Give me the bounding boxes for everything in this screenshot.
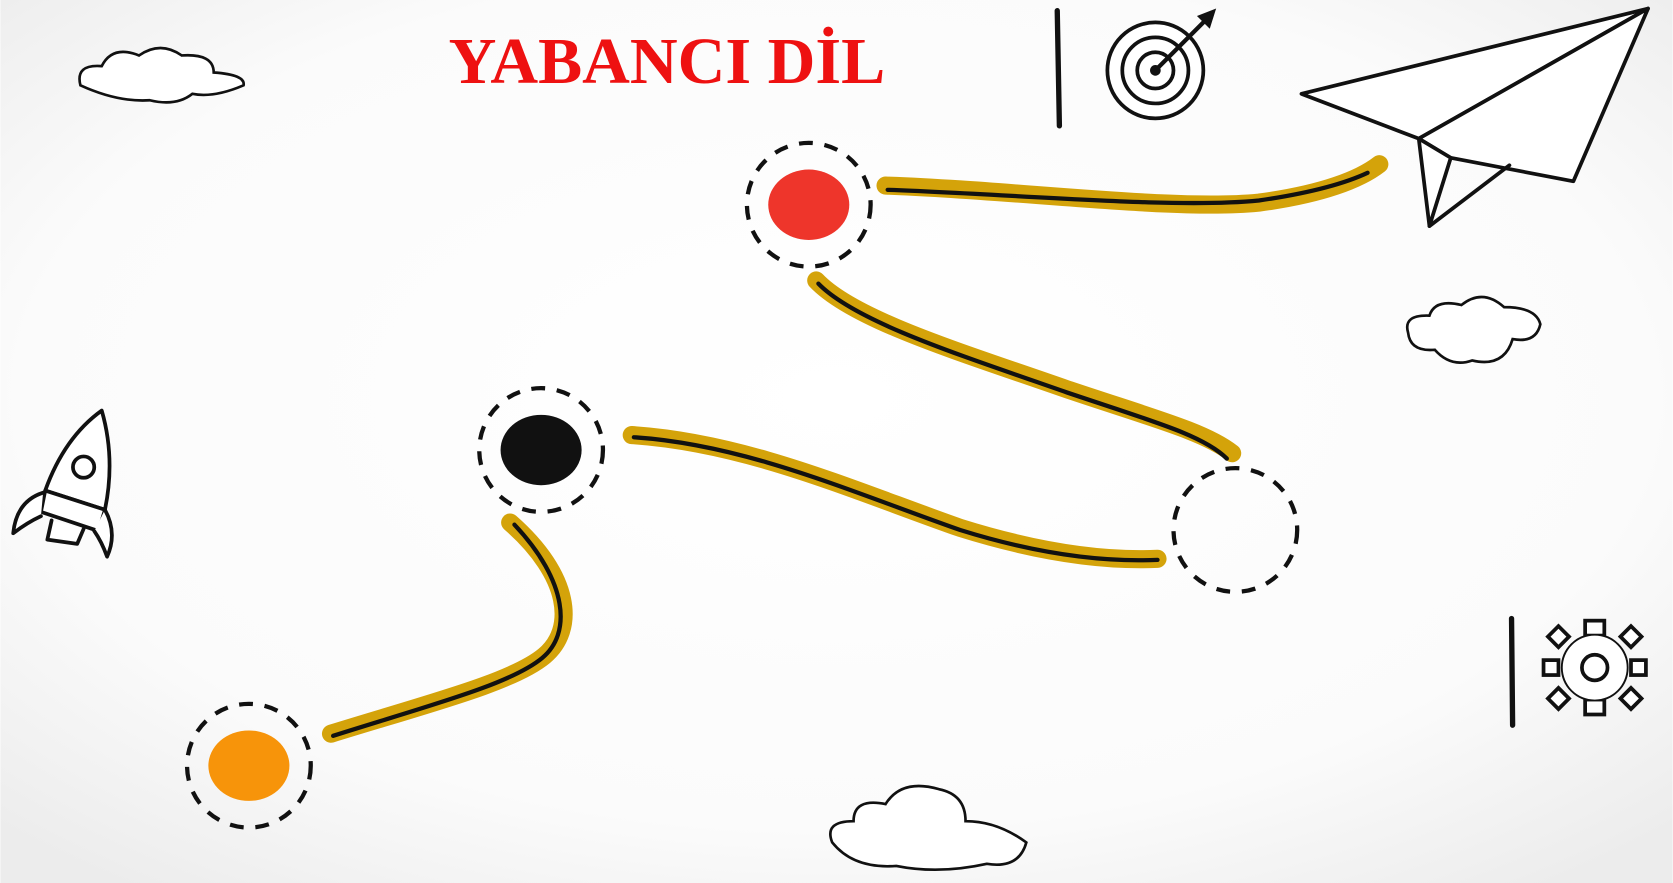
settings-icon[interactable] (1544, 621, 1646, 715)
screen: YABANCI DİL (0, 0, 1673, 883)
divider (1057, 11, 1059, 126)
divider (1512, 619, 1513, 726)
page-title: YABANCI DİL (449, 25, 886, 98)
